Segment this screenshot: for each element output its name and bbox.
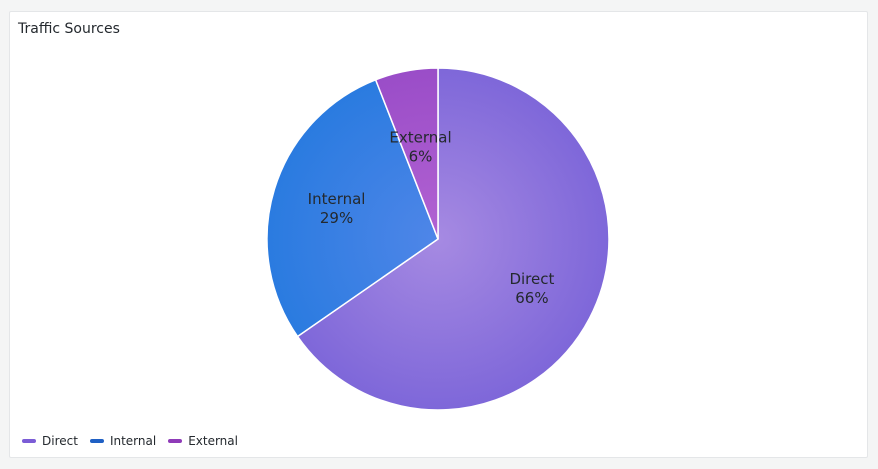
legend-item-internal[interactable]: Internal bbox=[90, 434, 156, 448]
legend-item-external[interactable]: External bbox=[168, 434, 238, 448]
slice-percent-direct: 66% bbox=[515, 289, 548, 307]
legend-label-internal: Internal bbox=[110, 434, 156, 448]
legend-label-direct: Direct bbox=[42, 434, 78, 448]
legend-item-direct[interactable]: Direct bbox=[22, 434, 78, 448]
slice-percent-internal: 29% bbox=[320, 209, 353, 227]
legend-swatch-external bbox=[168, 439, 182, 443]
slice-name-internal: Internal bbox=[308, 190, 366, 208]
slice-percent-external: 6% bbox=[409, 148, 433, 166]
legend-label-external: External bbox=[188, 434, 238, 448]
legend: Direct Internal External bbox=[22, 434, 238, 448]
slice-name-direct: Direct bbox=[509, 270, 554, 288]
legend-swatch-direct bbox=[22, 439, 36, 443]
pie-chart: Direct 66%Internal 29%External 6% bbox=[10, 12, 867, 457]
legend-swatch-internal bbox=[90, 439, 104, 443]
slice-name-external: External bbox=[389, 129, 451, 147]
chart-panel: Traffic Sources Direct 66% Internal 29% Exte… bbox=[9, 11, 868, 458]
slice-label-direct: Direct 66% bbox=[509, 270, 554, 307]
